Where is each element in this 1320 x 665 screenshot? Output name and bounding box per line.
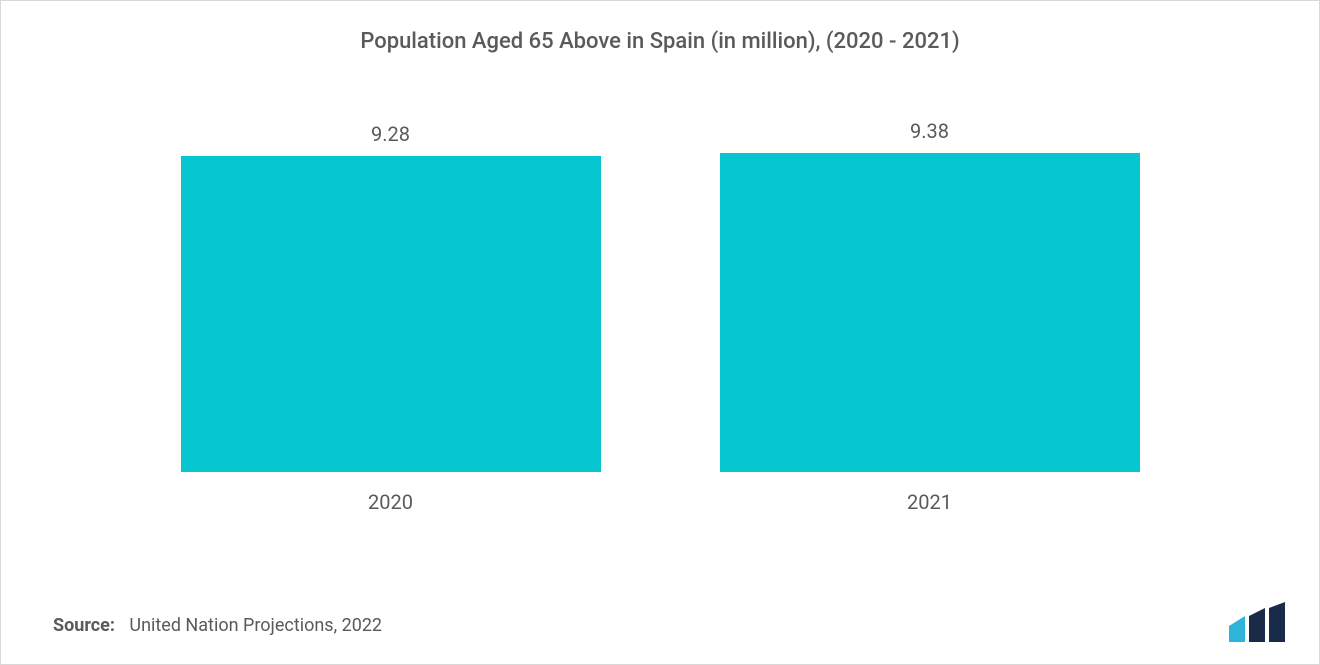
chart-plot-area: 9.28 2020 9.38 2021: [121, 111, 1199, 514]
source-text: United Nation Projections, 2022: [129, 615, 382, 636]
bar-category-2021: 2021: [907, 490, 952, 514]
logo-bar-3: [1269, 602, 1285, 642]
chart-title: Population Aged 65 Above in Spain (in mi…: [1, 1, 1319, 54]
bar-2021: [720, 153, 1140, 472]
bar-value-2021: 9.38: [910, 119, 949, 143]
logo-bar-1: [1229, 616, 1245, 642]
bar-group-2021: 9.38 2021: [720, 119, 1140, 514]
brand-logo-icon: [1229, 602, 1285, 642]
bar-value-2020: 9.28: [371, 122, 410, 146]
bar-2020: [181, 156, 601, 472]
source-label: Source:: [53, 615, 115, 636]
source-line: Source: United Nation Projections, 2022: [53, 615, 382, 636]
bar-group-2020: 9.28 2020: [181, 122, 601, 514]
logo-bar-2: [1249, 608, 1265, 642]
bar-category-2020: 2020: [368, 490, 413, 514]
